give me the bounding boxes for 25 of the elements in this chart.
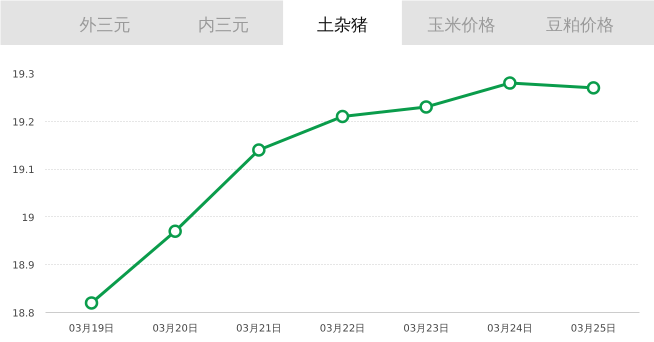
point: [252, 143, 266, 157]
point: [503, 76, 517, 90]
y-tick-label: 19.1: [12, 165, 34, 176]
point: [168, 224, 182, 238]
x-tick-label: 03月21日: [236, 324, 282, 334]
point: [336, 110, 350, 124]
point: [84, 296, 98, 310]
y-tick-label: 18.8: [12, 308, 34, 320]
y-tick-label: 19.2: [12, 117, 34, 128]
y-tick-label: 19.3: [12, 70, 34, 80]
x-tick-label: 03月22日: [320, 324, 366, 334]
point: [586, 81, 600, 95]
text: 玉米价格: [427, 15, 496, 36]
text: 豆粕价格: [546, 15, 614, 36]
x-tick-label: 03月19日: [68, 324, 114, 334]
x-tick-label: 03月23日: [403, 324, 449, 334]
text: 外三元: [79, 15, 130, 36]
y-tick-label: 19: [22, 212, 35, 224]
x-tick-label: 03月24日: [487, 324, 533, 334]
y-tick-label: 18.9: [12, 260, 34, 272]
point: [419, 100, 433, 114]
text: 内三元: [198, 15, 250, 36]
x-tick-label: 03月25日: [570, 324, 616, 334]
chart-title: 土杂猪: [317, 15, 368, 36]
x-tick-label: 03月20日: [152, 324, 198, 334]
